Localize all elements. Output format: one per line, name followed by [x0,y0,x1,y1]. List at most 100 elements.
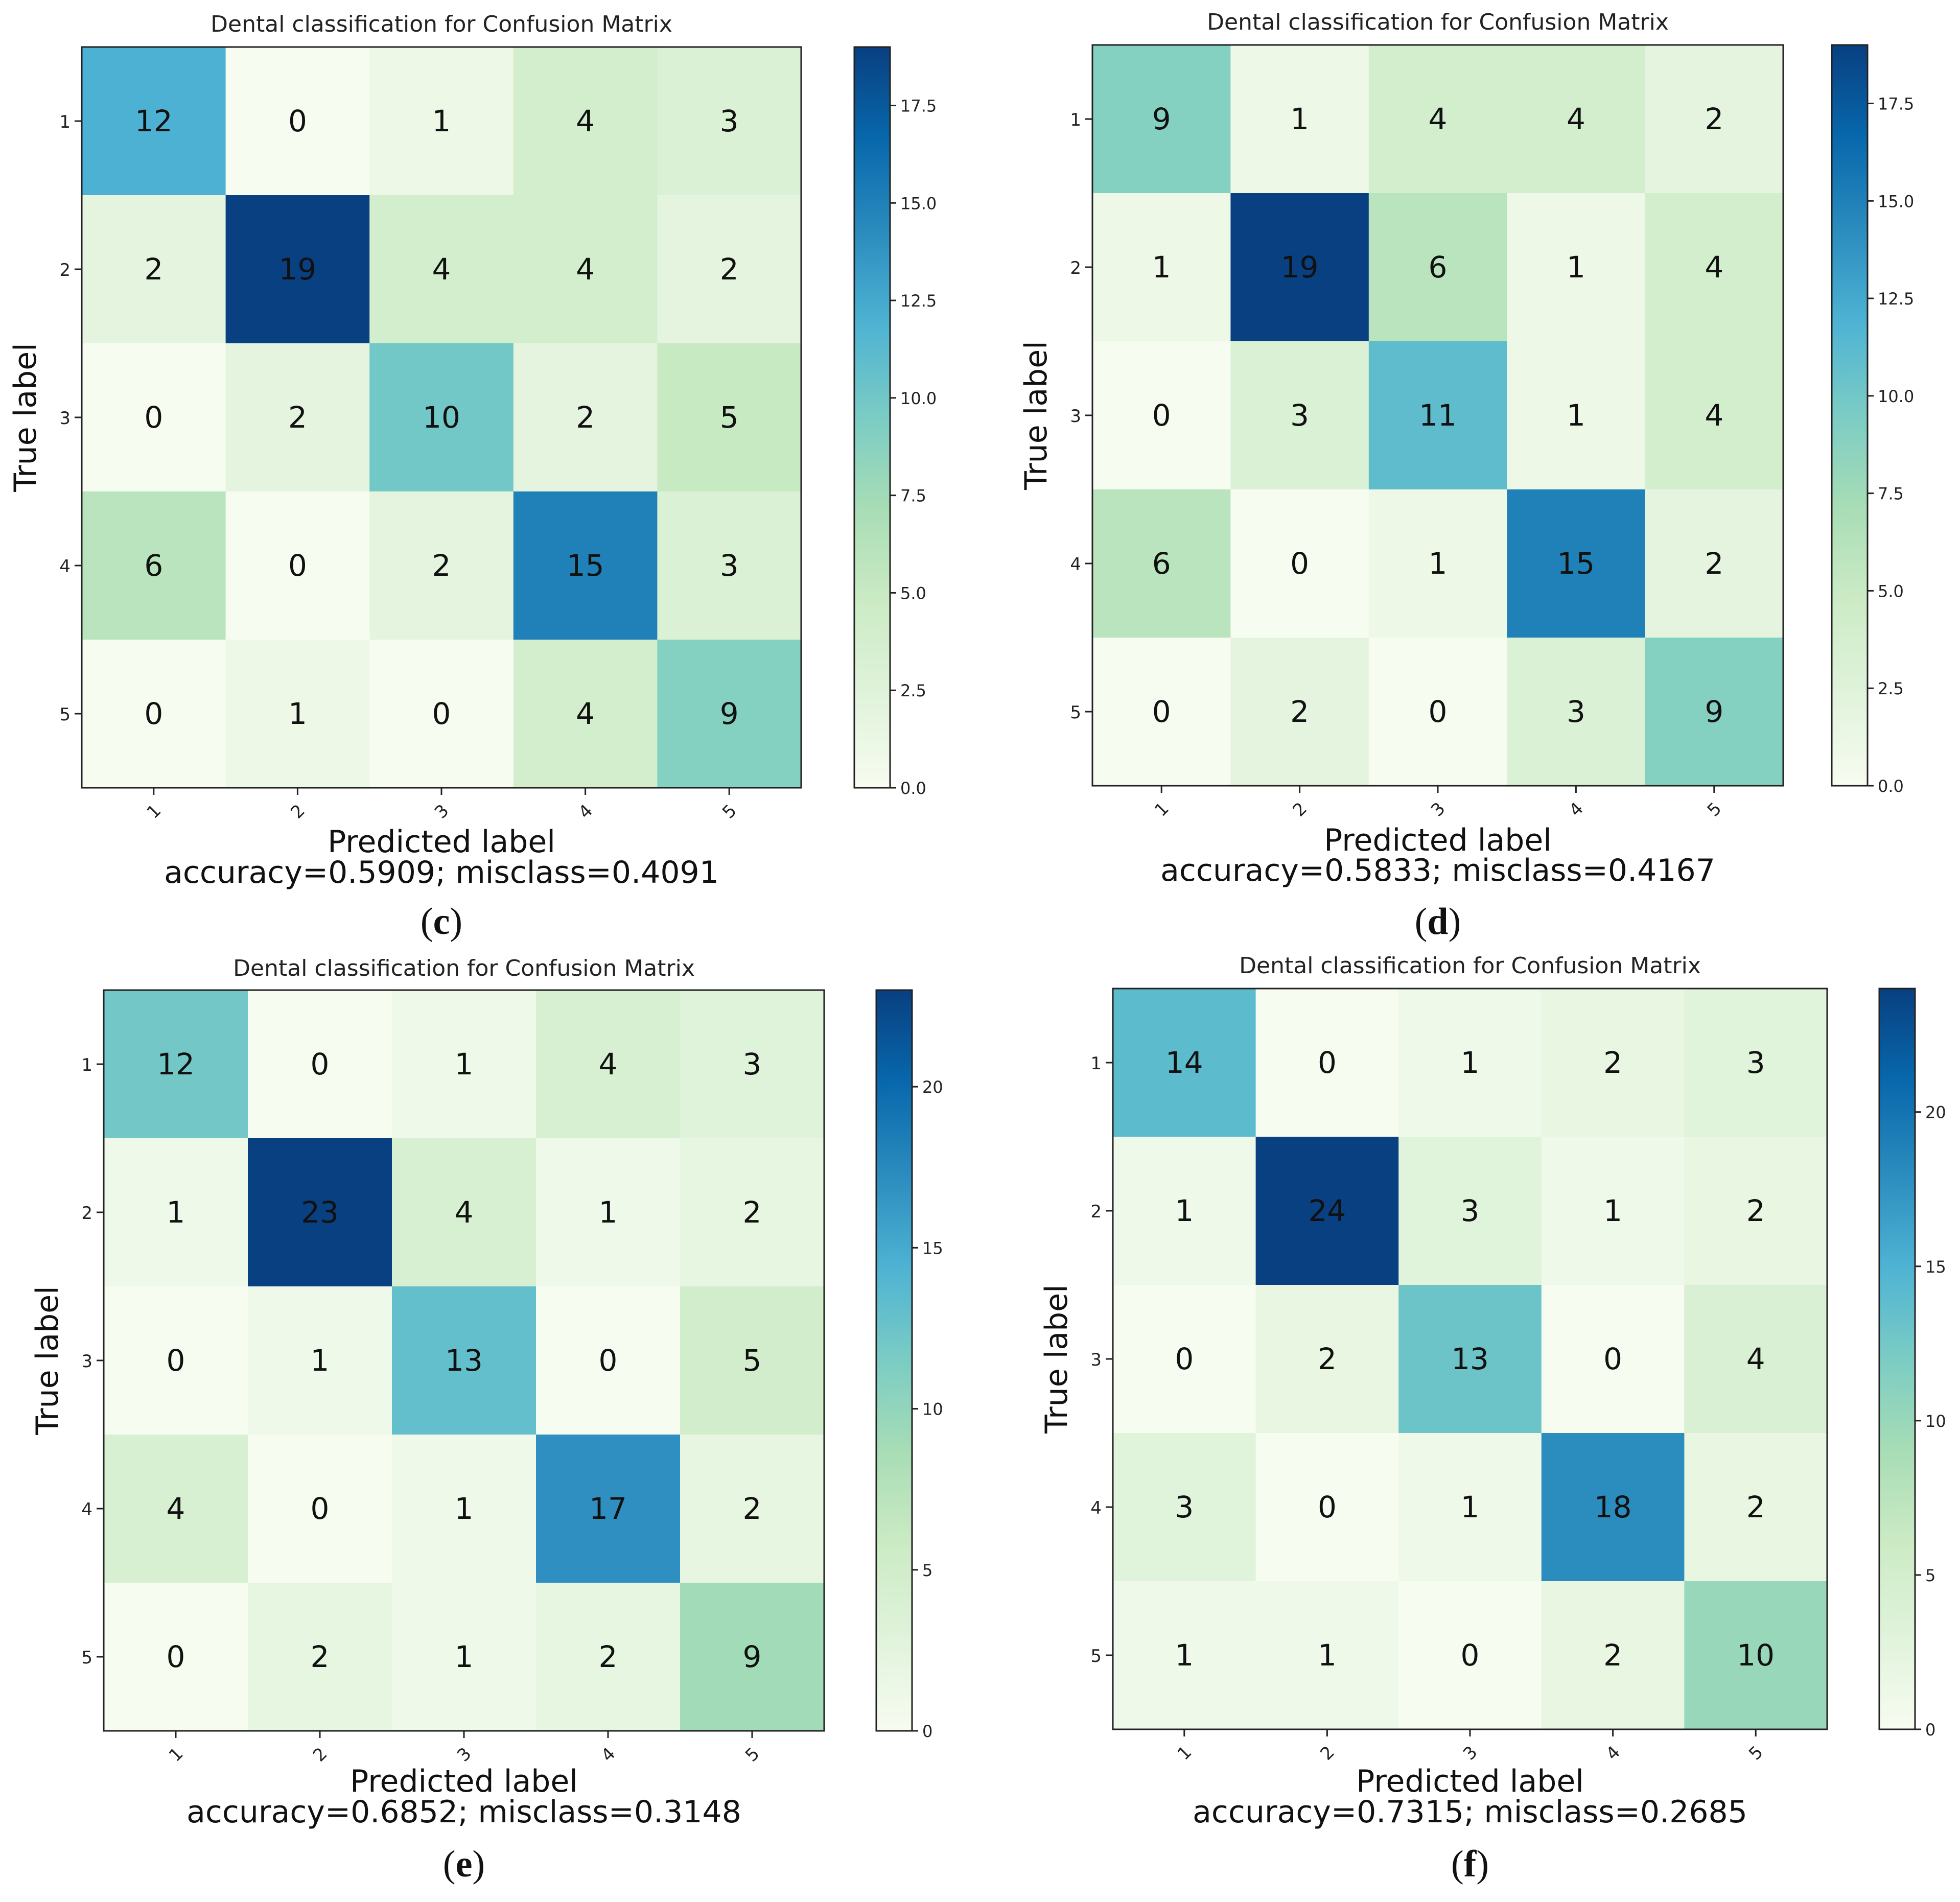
heatmap-cell [369,491,514,640]
chart-title: Dental classification for Confusion Matr… [211,11,672,37]
cell-value-label: 4 [432,252,451,287]
cell-value-label: 1 [599,1195,618,1230]
cell-value-label: 1 [1175,1638,1194,1673]
cell-value-label: 9 [1705,694,1723,729]
heatmap-cell [104,1435,248,1583]
heatmap-cell [1645,193,1784,342]
heatmap-cell [82,195,226,344]
cell-value-label: 0 [288,104,307,138]
heatmap-cell [680,990,825,1139]
cell-value-label: 0 [1290,546,1309,581]
cell-value-label: 1 [1603,1193,1622,1228]
y-tick-label: 3 [1090,1350,1102,1370]
cell-value-label: 4 [576,696,595,731]
cell-value-label: 2 [1603,1045,1622,1080]
y-tick-label: 5 [1090,1646,1102,1666]
cell-value-label: 0 [1429,694,1448,729]
heatmap-cell [1113,1137,1256,1285]
accuracy-summary: accuracy=0.7315; misclass=0.2685 [1193,1794,1747,1830]
heatmap-cell [248,1435,392,1583]
cell-value-label: 6 [1429,250,1448,285]
heatmap-cell [248,990,392,1139]
cell-value-label: 2 [743,1491,762,1526]
cell-value-label: 24 [1308,1193,1346,1228]
y-tick-label: 4 [1070,554,1081,575]
cell-value-label: 2 [1603,1638,1622,1673]
heatmap-cell [657,195,802,344]
caption-close-paren: ) [1449,901,1461,943]
heatmap-cell [369,343,514,492]
panel-f: Dental classification for Confusion Matr… [1039,953,1946,1885]
heatmap-cell [536,1286,681,1435]
heatmap-cell [1507,341,1646,490]
heatmap-cell [657,343,802,492]
y-tick-label: 3 [59,408,71,429]
heatmap-cell [1092,193,1231,342]
heatmap-cell [657,491,802,640]
heatmap-cell [1398,1433,1542,1582]
heatmap-cell [1092,638,1231,786]
cell-value-label: 0 [167,1639,185,1674]
heatmap-cell [1398,1137,1542,1285]
cell-value-label: 1 [432,104,451,138]
heatmap-cell [680,1138,825,1287]
cell-value-label: 0 [311,1047,330,1082]
heatmap-cell [536,990,681,1139]
y-tick-label: 1 [81,1055,92,1075]
cell-value-label: 2 [144,252,163,287]
colorbar-tick-label: 20 [1925,1103,1946,1122]
chart-title: Dental classification for Confusion Matr… [233,955,695,981]
x-tick-label: 3 [431,801,453,823]
cell-value-label: 9 [720,696,739,731]
cell-value-label: 0 [311,1491,330,1526]
cell-value-label: 2 [1705,102,1723,136]
cell-value-label: 0 [1152,398,1171,433]
heatmap-cell [82,640,226,788]
cell-value-label: 15 [567,548,604,583]
cell-value-label: 19 [1281,250,1319,285]
heatmap-cell [1092,489,1231,638]
cell-value-label: 23 [301,1195,339,1230]
x-tick-label: 4 [597,1744,620,1766]
x-tick-label: 3 [1459,1742,1482,1765]
heatmap-cell [104,1286,248,1435]
heatmap-cell [536,1583,681,1731]
y-axis-label: True label [1039,1284,1075,1434]
cell-value-label: 3 [720,104,739,138]
heatmap-cell [225,47,370,196]
cell-value-label: 3 [1567,694,1585,729]
cell-value-label: 0 [1175,1342,1194,1376]
heatmap-cell [1541,1285,1685,1434]
y-axis-label: True label [8,343,43,492]
heatmap-cell [82,47,226,196]
cell-value-label: 0 [1152,694,1171,729]
heatmap-cell [1398,1581,1542,1730]
heatmap-cell [536,1138,681,1287]
cell-value-label: 0 [167,1343,185,1378]
heatmap-cell [1368,193,1507,342]
x-tick-label: 4 [575,801,597,823]
x-tick-label: 5 [1704,799,1726,821]
heatmap-cell [1645,489,1784,638]
colorbar-tick-label: 5 [922,1561,932,1580]
heatmap-cell [1541,1137,1685,1285]
heatmap-cell [1255,1285,1399,1434]
heatmap-cell [1684,1285,1828,1434]
heatmap-cell [1368,638,1507,786]
cell-value-label: 2 [599,1639,618,1674]
cell-value-label: 0 [1603,1342,1622,1376]
heatmap-cell [1113,1433,1256,1582]
x-tick-label: 2 [287,801,309,823]
cell-value-label: 4 [455,1195,474,1230]
heatmap-cell [1368,341,1507,490]
x-tick-label: 1 [165,1744,188,1766]
cell-value-label: 14 [1165,1045,1203,1080]
heatmap-cell [104,990,248,1139]
colorbar-tick-label: 2.5 [900,681,926,700]
y-tick-label: 5 [81,1648,92,1668]
heatmap-cell [1684,1137,1828,1285]
x-tick-label: 2 [309,1744,332,1766]
heatmap-cell [1507,489,1646,638]
caption-letter: e [456,1843,473,1885]
